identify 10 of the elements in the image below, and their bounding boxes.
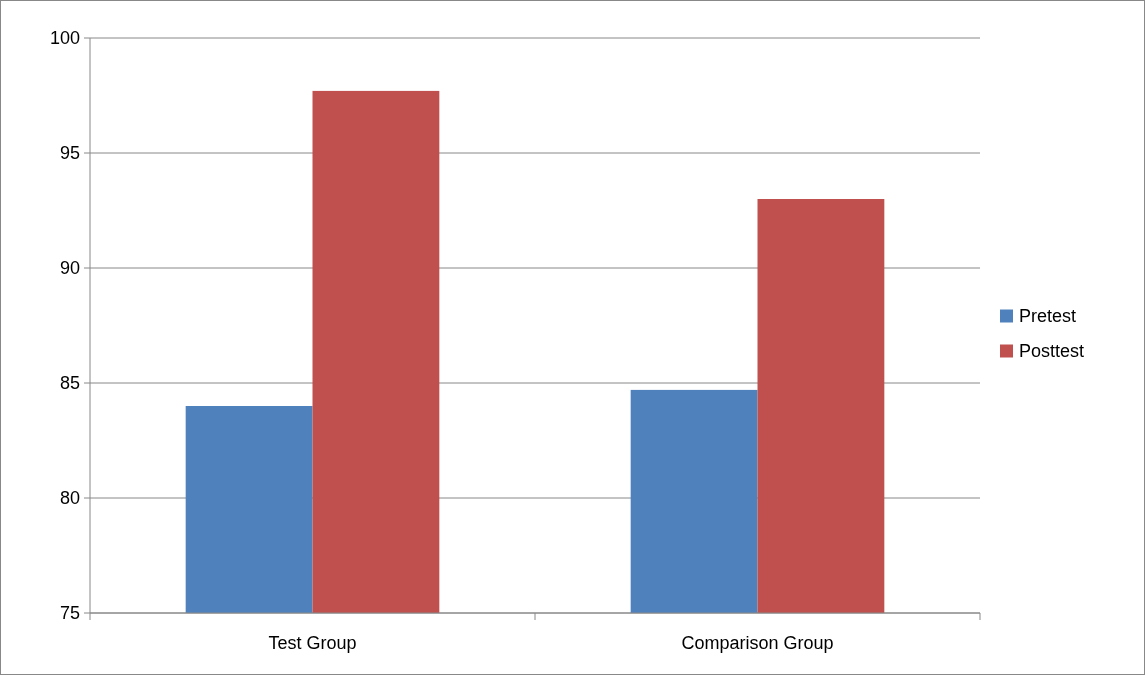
y-tick-label: 80 <box>59 488 80 509</box>
y-tick-label: 85 <box>59 373 80 394</box>
x-tick-label: Comparison Group <box>681 633 834 653</box>
legend-label: Posttest <box>1019 341 1085 362</box>
y-tick-label: 90 <box>59 258 80 279</box>
legend-label: Pretest <box>1019 306 1077 327</box>
y-tick-label: 100 <box>49 28 80 49</box>
x-tick-label: Test Group <box>268 633 357 653</box>
y-tick-label: 95 <box>59 143 80 164</box>
y-tick-label: 75 <box>59 603 80 624</box>
